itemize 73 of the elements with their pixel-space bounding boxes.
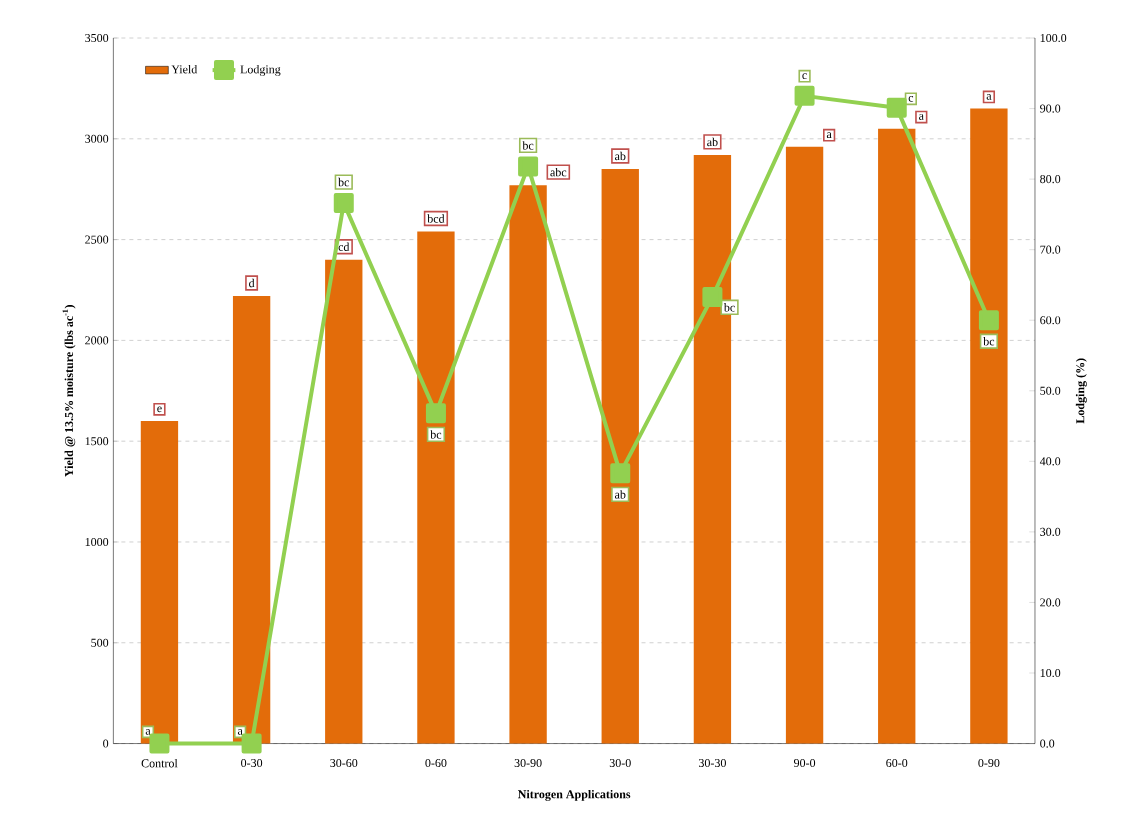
annotation: ab	[615, 152, 626, 161]
x-tick-label: 30-0	[609, 759, 631, 768]
point	[241, 733, 262, 754]
annotation: cd	[338, 242, 350, 252]
annotation: bc	[522, 141, 534, 150]
y-tick-label: 500	[91, 638, 109, 648]
x-tick-label: 30-60	[330, 759, 358, 768]
annotation: c	[908, 96, 914, 102]
y-axis-title: Yield @ 13.5% moisture (lbs ac$^{-1}$)	[62, 305, 76, 478]
point	[610, 463, 631, 484]
bar	[878, 128, 916, 744]
y-tick-label: 1000	[85, 538, 109, 547]
x-tick-label: 60-0	[886, 759, 908, 768]
y-tick-label: 3000	[85, 134, 109, 144]
point	[702, 287, 723, 308]
annotation: ab	[707, 137, 718, 147]
annotation: bcd	[427, 214, 445, 223]
point	[794, 86, 815, 107]
x-tick-label: 30-90	[514, 759, 542, 768]
annotation: abc	[550, 168, 567, 177]
y2-tick-label: 70.0	[1040, 245, 1061, 254]
annotation: bc	[338, 178, 350, 187]
bar	[785, 147, 824, 744]
y-tick-label: 2000	[85, 336, 109, 345]
y2-tick-label: 100.0	[1040, 34, 1067, 43]
y-tick-label: 3500	[85, 34, 109, 43]
y-tick-label: 1500	[85, 437, 109, 446]
bar	[601, 169, 639, 744]
y2-axis-title: Lodging (%)	[1075, 358, 1087, 424]
y2-tick-label: 40.0	[1039, 457, 1061, 466]
y2-tick-label: 50.0	[1040, 386, 1061, 396]
y2-tick-label: 30.0	[1040, 528, 1061, 537]
annotation: a	[145, 729, 151, 735]
y2-tick-label: 60.0	[1040, 316, 1061, 325]
legend-label: Lodging	[240, 65, 281, 77]
bar	[325, 259, 363, 744]
point	[978, 310, 999, 331]
bar	[417, 231, 455, 744]
annotation: bc	[430, 430, 442, 439]
bar	[509, 185, 547, 744]
x-tick-label: 90-0	[793, 759, 816, 768]
y-tick-label: 2500	[85, 235, 109, 244]
annotation: bc	[723, 303, 735, 312]
bar	[970, 108, 1008, 744]
annotation: a	[919, 114, 924, 121]
annotation: c	[802, 73, 807, 80]
bar	[140, 421, 179, 744]
annotation: e	[157, 406, 162, 413]
annotation: a	[986, 94, 992, 100]
x-tick-label: 30-30	[698, 759, 726, 768]
y2-tick-label: 0.0	[1040, 739, 1055, 748]
bar	[232, 296, 271, 744]
point	[333, 193, 354, 214]
x-tick-label: Control	[141, 759, 178, 768]
annotation: bc	[983, 337, 995, 346]
x-axis-title: Nitrogen Applications	[517, 790, 631, 802]
legend-label: Yield	[171, 65, 198, 74]
y-tick-label: 0	[103, 739, 109, 748]
point	[518, 156, 539, 177]
y2-tick-label: 10.0	[1040, 669, 1061, 678]
annotation: ab	[615, 490, 626, 499]
y2-tick-label: 20.0	[1040, 598, 1061, 607]
x-tick-label: 0-90	[978, 759, 1000, 768]
annotation: a	[237, 729, 243, 735]
annotation: a	[826, 132, 832, 139]
point	[149, 733, 170, 754]
y2-tick-label: 90.0	[1040, 104, 1061, 113]
y2-tick-label: 80.0	[1040, 175, 1061, 184]
point	[425, 403, 446, 424]
x-tick-label: 0-30	[241, 759, 263, 768]
x-tick-label: 0-60	[425, 759, 447, 768]
annotation: d	[249, 279, 255, 288]
point	[886, 98, 907, 119]
